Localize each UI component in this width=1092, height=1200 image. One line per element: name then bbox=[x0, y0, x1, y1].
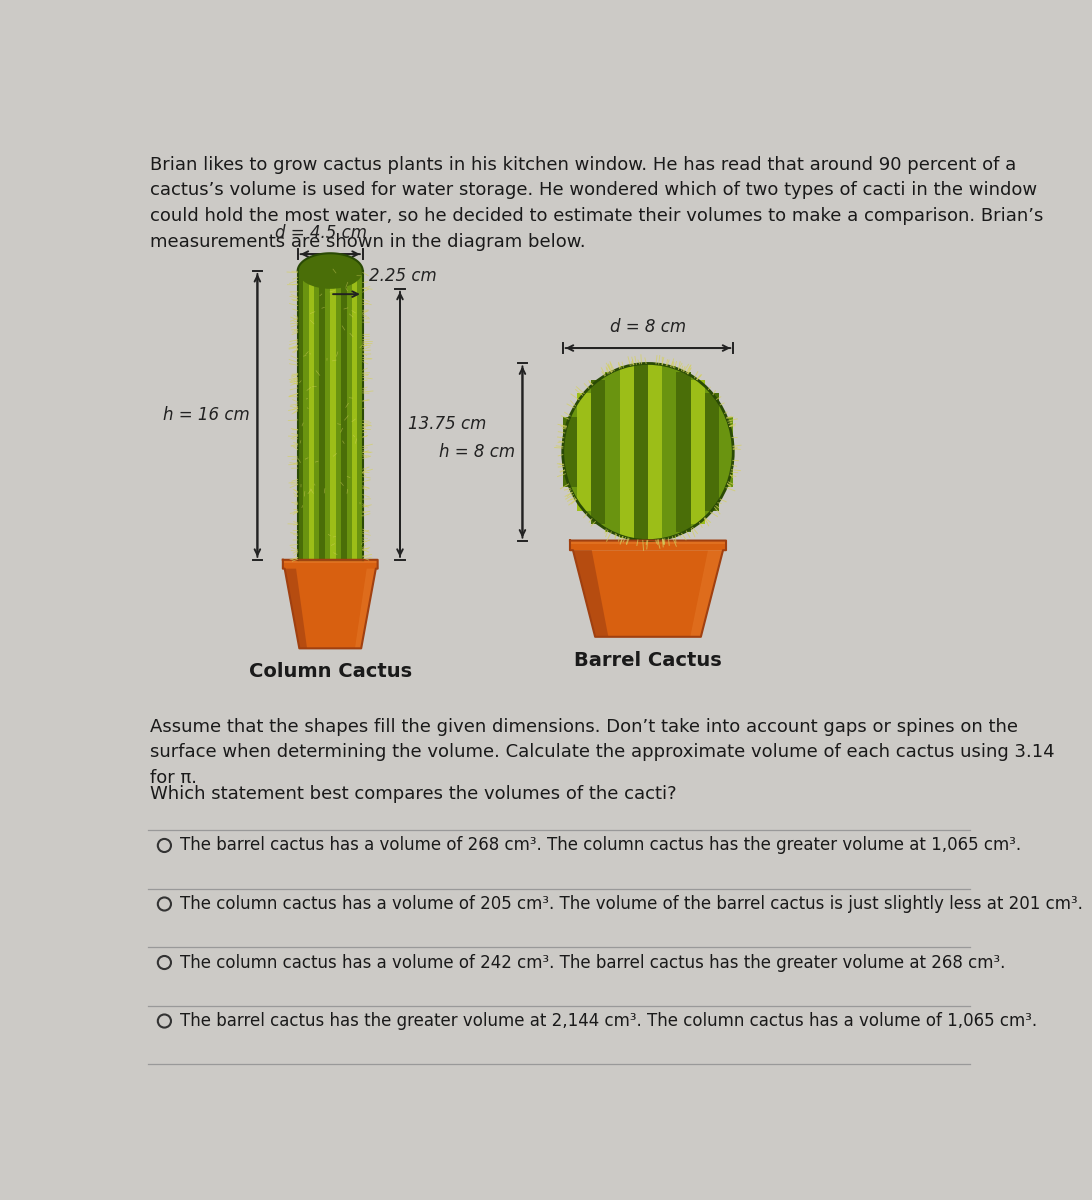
Polygon shape bbox=[690, 550, 723, 637]
Text: The column cactus has a volume of 242 cm³. The barrel cactus has the greater vol: The column cactus has a volume of 242 cm… bbox=[180, 954, 1006, 972]
Bar bbox=[648, 364, 662, 540]
Text: Which statement best compares the volumes of the cacti?: Which statement best compares the volume… bbox=[151, 786, 677, 804]
Text: 2.25 cm: 2.25 cm bbox=[369, 266, 437, 284]
Bar bbox=[330, 271, 335, 562]
Bar bbox=[676, 372, 690, 533]
Bar bbox=[605, 372, 619, 533]
Bar bbox=[341, 271, 346, 562]
Bar bbox=[283, 559, 378, 563]
Bar bbox=[570, 540, 726, 550]
Text: Assume that the shapes fill the given dimensions. Don’t take into account gaps o: Assume that the shapes fill the given di… bbox=[151, 718, 1055, 787]
Text: h = 16 cm: h = 16 cm bbox=[163, 407, 250, 425]
Polygon shape bbox=[355, 569, 376, 648]
Bar bbox=[591, 380, 605, 524]
Text: 13.75 cm: 13.75 cm bbox=[407, 415, 486, 433]
Bar bbox=[719, 416, 733, 487]
Polygon shape bbox=[573, 550, 723, 637]
Text: The column cactus has a volume of 205 cm³. The volume of the barrel cactus is ju: The column cactus has a volume of 205 cm… bbox=[180, 895, 1083, 913]
Ellipse shape bbox=[562, 364, 733, 540]
Polygon shape bbox=[285, 569, 376, 648]
Polygon shape bbox=[285, 569, 307, 648]
Text: The barrel cactus has the greater volume at 2,144 cm³. The column cactus has a v: The barrel cactus has the greater volume… bbox=[180, 1012, 1037, 1030]
Text: d = 8 cm: d = 8 cm bbox=[610, 318, 686, 336]
Bar bbox=[662, 366, 676, 538]
Bar bbox=[690, 380, 704, 524]
Text: Column Cactus: Column Cactus bbox=[249, 662, 412, 682]
Bar bbox=[577, 394, 591, 510]
Polygon shape bbox=[573, 550, 608, 637]
Bar bbox=[324, 271, 330, 562]
Bar bbox=[704, 394, 719, 510]
Bar bbox=[619, 366, 633, 538]
Text: Barrel Cactus: Barrel Cactus bbox=[574, 650, 722, 670]
Bar bbox=[283, 559, 378, 569]
Text: h = 8 cm: h = 8 cm bbox=[439, 443, 514, 461]
Bar bbox=[570, 540, 726, 544]
Text: d = 4.5 cm: d = 4.5 cm bbox=[275, 223, 367, 241]
Bar bbox=[633, 364, 648, 540]
Bar bbox=[298, 271, 304, 562]
Bar bbox=[357, 271, 363, 562]
Bar bbox=[346, 271, 352, 562]
Bar bbox=[352, 271, 357, 562]
Bar bbox=[335, 271, 341, 562]
Text: Brian likes to grow cactus plants in his kitchen window. He has read that around: Brian likes to grow cactus plants in his… bbox=[151, 156, 1044, 251]
Bar bbox=[562, 416, 577, 487]
Bar bbox=[319, 271, 324, 562]
Bar bbox=[304, 271, 309, 562]
Bar bbox=[314, 271, 319, 562]
Ellipse shape bbox=[298, 253, 363, 289]
Text: The barrel cactus has a volume of 268 cm³. The column cactus has the greater vol: The barrel cactus has a volume of 268 cm… bbox=[180, 836, 1021, 854]
Bar bbox=[309, 271, 314, 562]
